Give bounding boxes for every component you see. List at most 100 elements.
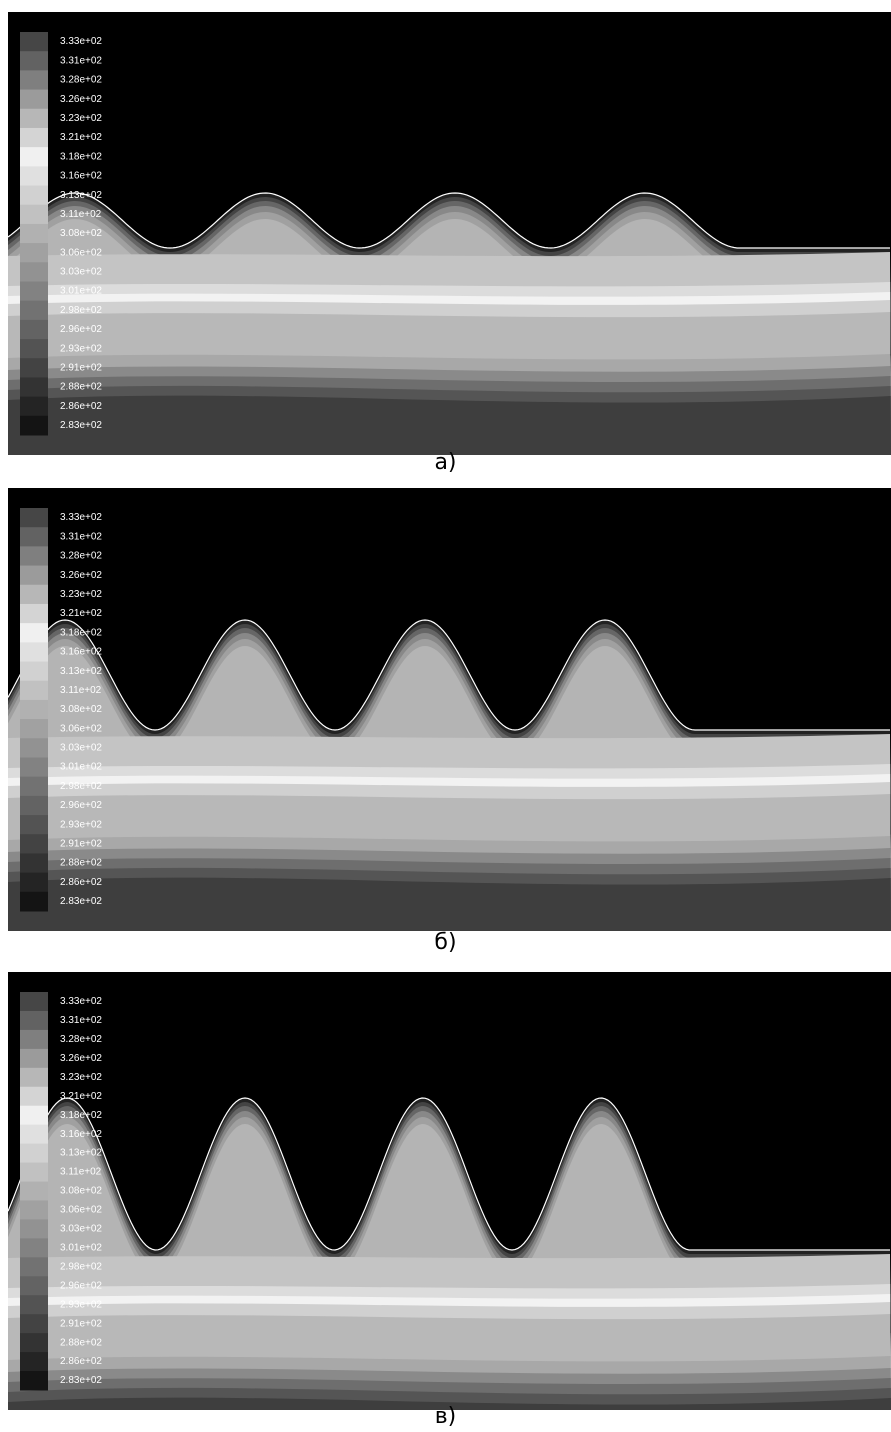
legend-swatch [20,834,48,854]
legend-swatch [20,1010,48,1031]
legend-swatch [20,339,48,359]
legend-label: 3.33e+02 [60,36,102,47]
legend-swatch [20,508,48,528]
legend-label: 3.21e+02 [60,132,102,143]
caption: в) [434,1404,457,1429]
legend-label: 3.01e+02 [60,1242,102,1253]
legend-label: 3.31e+02 [60,55,102,66]
legend-label: 3.01e+02 [60,762,102,773]
legend-swatch [20,680,48,701]
contour-band [8,1397,891,1410]
legend-swatch [20,319,48,340]
legend-swatch [20,1314,48,1334]
wall-line [8,1097,890,1251]
legend-swatch [20,738,48,758]
legend-label: 3.18e+02 [60,627,102,638]
legend-swatch [20,204,48,225]
legend-swatch [20,584,48,605]
legend-swatch [20,300,48,321]
legend-swatch [20,166,48,187]
legend-swatch [20,1200,48,1220]
legend-label: 3.03e+02 [60,267,102,278]
legend-swatch [20,185,48,206]
legend-label: 3.06e+02 [60,723,102,734]
legend-label: 2.83e+02 [60,420,102,431]
caption: б) [434,930,457,955]
legend-swatch [20,262,48,282]
legend-label: 3.31e+02 [60,1015,102,1026]
legend-label: 3.26e+02 [60,94,102,105]
fluid-region [8,620,891,931]
legend-label: 3.16e+02 [60,1129,102,1140]
legend-swatch [20,223,48,244]
legend-swatch [20,377,48,398]
legend-label: 3.13e+02 [60,1148,102,1159]
legend-label: 2.88e+02 [60,1337,102,1348]
legend-label: 2.86e+02 [60,877,102,888]
legend-swatch [20,127,48,148]
legend-label: 3.06e+02 [60,1205,102,1216]
legend-swatch [20,51,48,71]
legend-swatch [20,776,48,797]
legend-swatch [20,1257,48,1277]
legend-swatch [20,108,48,129]
legend-label: 2.96e+02 [60,324,102,335]
wall-line [8,192,890,249]
legend-swatch [20,243,48,263]
contour-plot: 3.33e+02 3.31e+02 3.28e+02 3.26e+02 3.23e+02… [8,488,891,931]
legend-swatch [20,1067,48,1088]
legend-swatch [20,89,48,110]
contour-band [8,395,891,455]
legend-swatch [20,623,48,643]
legend-swatch [20,1219,48,1239]
legend-swatch [20,1105,48,1126]
legend-swatch [20,661,48,682]
fluid-region [8,193,891,455]
legend-label: 3.21e+02 [60,1091,102,1102]
legend-swatch [20,1162,48,1183]
legend-swatch [20,1048,48,1069]
wall-line [8,619,890,731]
legend-label: 3.33e+02 [60,996,102,1007]
legend-swatch [20,699,48,720]
legend-swatch [20,815,48,835]
legend-swatch [20,1181,48,1201]
legend-label: 2.96e+02 [60,800,102,811]
legend-label: 2.91e+02 [60,362,102,373]
legend-label: 3.03e+02 [60,743,102,754]
legend-label: 3.28e+02 [60,75,102,86]
legend-label: 2.88e+02 [60,382,102,393]
legend-label: 3.11e+02 [60,685,102,696]
legend-swatch [20,603,48,624]
contour-band [8,877,891,931]
legend-swatch [20,992,48,1012]
legend-label: 3.08e+02 [60,228,102,239]
contour-plot: 3.33e+02 3.31e+02 3.28e+02 3.26e+02 3.23e+02… [8,12,891,455]
legend-label: 3.11e+02 [60,209,102,220]
legend-label: 2.88e+02 [60,858,102,869]
legend-swatch [20,719,48,739]
legend-swatch [20,147,48,167]
legend-label: 3.31e+02 [60,531,102,542]
legend-label: 3.23e+02 [60,1072,102,1083]
legend-swatch [20,32,48,52]
legend-swatch [20,853,48,874]
legend-label: 3.11e+02 [60,1167,102,1178]
legend-swatch [20,1276,48,1296]
legend-label: 3.28e+02 [60,1034,102,1045]
legend-swatch [20,642,48,663]
legend-swatch [20,872,48,893]
legend-swatch [20,415,48,436]
legend-swatch [20,891,48,912]
legend-label: 3.26e+02 [60,570,102,581]
legend-label: 3.13e+02 [60,190,102,201]
legend-label: 3.13e+02 [60,666,102,677]
legend-label: 3.08e+02 [60,1186,102,1197]
legend-label: 3.23e+02 [60,589,102,600]
legend-label: 3.08e+02 [60,704,102,715]
legend-swatch [20,565,48,586]
legend-swatch [20,527,48,547]
legend-label: 3.18e+02 [60,151,102,162]
legend-swatch [20,281,48,302]
legend-label: 3.16e+02 [60,647,102,658]
